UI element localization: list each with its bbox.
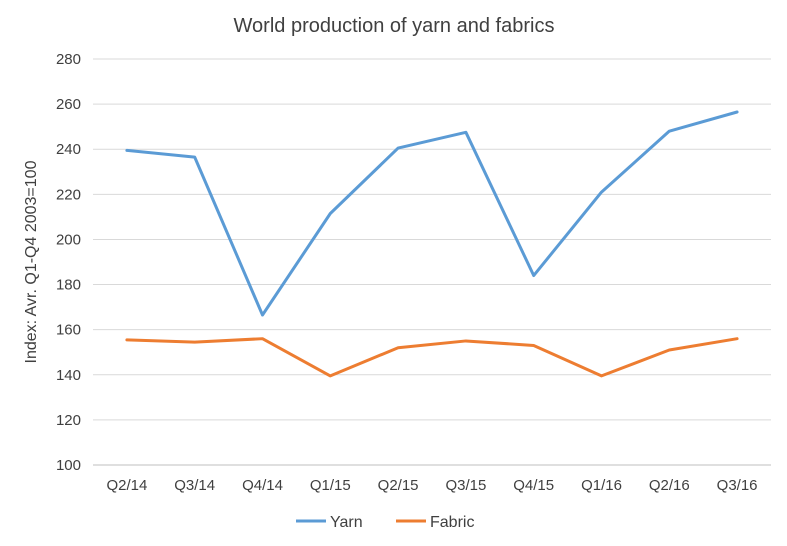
x-tick-label: Q4/14 — [242, 477, 283, 494]
y-tick-label: 220 — [56, 186, 81, 203]
x-axis-ticks: Q2/14 Q3/14 Q4/14 Q1/15 Q2/15 Q3/15 Q4/15 Q1/16… — [106, 477, 757, 494]
y-tick-label: 100 — [56, 457, 81, 474]
y-tick-label: 240 — [56, 141, 81, 158]
y-axis-label: Index: Avr. Q1-Q4 2003=100 — [23, 160, 40, 363]
y-tick-label: 180 — [56, 277, 81, 294]
y-axis-ticks: 100 120 140 160 180 200 220 240 260 280 — [56, 51, 81, 474]
series-line-yarn — [125, 110, 739, 317]
y-tick-label: 280 — [56, 51, 81, 68]
x-tick-label: Q3/15 — [445, 477, 486, 494]
x-tick-label: Q2/16 — [649, 477, 690, 494]
series-lines — [125, 110, 739, 378]
y-tick-label: 200 — [56, 231, 81, 248]
y-tick-label: 140 — [56, 367, 81, 384]
grid-lines — [93, 58, 771, 466]
y-tick-label: 120 — [56, 412, 81, 429]
y-tick-label: 260 — [56, 96, 81, 113]
legend-label-yarn: Yarn — [330, 514, 363, 531]
x-tick-label: Q2/14 — [106, 477, 147, 494]
x-tick-label: Q4/15 — [513, 477, 554, 494]
series-line-fabric — [125, 337, 739, 378]
x-tick-label: Q1/16 — [581, 477, 622, 494]
x-tick-label: Q3/16 — [717, 477, 758, 494]
chart-title: World production of yarn and fabrics — [234, 15, 555, 37]
x-tick-label: Q1/15 — [310, 477, 351, 494]
y-tick-label: 160 — [56, 322, 81, 339]
legend-label-fabric: Fabric — [430, 514, 474, 531]
x-tick-label: Q3/14 — [174, 477, 215, 494]
legend: Yarn Fabric — [296, 514, 474, 531]
x-tick-label: Q2/15 — [378, 477, 419, 494]
